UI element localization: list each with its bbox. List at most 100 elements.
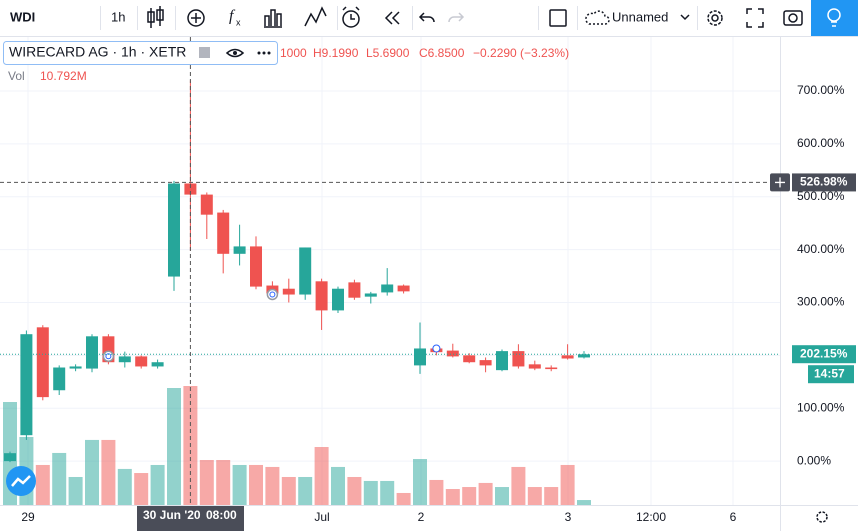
chart-type-icon[interactable] [147,6,164,28]
volume-bar [314,446,329,505]
candle-body [414,348,426,366]
alert-icon[interactable] [342,6,360,28]
candle-body [528,364,541,369]
fullscreen-icon[interactable] [746,8,764,28]
interval[interactable]: 1h [111,9,125,24]
volume-bar [52,452,67,505]
svg-text:x: x [236,17,241,27]
replay-icon[interactable] [384,11,400,25]
event-marker-dot [269,291,276,298]
templates-icon[interactable] [264,9,282,28]
legend-open: 1000 [280,46,307,60]
candle-body [545,367,558,370]
eye-icon[interactable] [225,48,245,58]
crosshair-time-label: 08:00 [206,508,237,522]
price-axis-bg [780,37,858,505]
toolbar-bg [0,0,858,36]
symbol[interactable]: WDI [10,9,35,24]
legend-title: WIRECARD AG · 1h · XETR [9,44,186,60]
volume-bar [101,439,116,505]
crosshair-date-label: 30 Jun '20 [143,508,201,522]
volume-bar [35,464,50,505]
compare-icon[interactable] [187,9,205,27]
volume-bar [331,466,345,505]
cloud-icon[interactable] [585,10,610,25]
candle-body [151,362,164,367]
y-tick-label: 600.00% [797,136,845,150]
legend-close: C6.8500 [419,46,465,60]
candle-body [315,281,328,311]
strategy-icon[interactable] [304,6,327,27]
legend-low: L5.6900 [366,46,410,60]
volume-bar [511,466,526,505]
layout-name[interactable]: Unnamed [612,9,668,24]
volume-bar [544,487,559,505]
lightbulb-icon [827,8,841,27]
candle-body [561,355,574,359]
plot-area: 0.00%100.00%200.00%300.00%400.00%500.00%… [0,37,858,531]
x-tick-label: 29 [21,510,35,524]
y-tick-label: 700.00% [797,83,845,97]
redo-icon[interactable] [448,12,465,23]
volume-bar [380,480,395,505]
volume-bar [429,479,444,505]
volume-bar [134,473,149,505]
layout-caret[interactable] [680,14,690,21]
x-tick-label: 3 [565,510,572,524]
ideas-button[interactable] [811,0,858,36]
candle-body [332,288,344,311]
y-tick-label: 500.00% [797,189,845,203]
volume-bar [495,487,509,505]
candle-body [233,246,246,254]
candle-body [348,282,361,298]
volume-value: 10.792M [40,69,87,83]
volume-bar [117,468,132,505]
event-marker [432,344,441,353]
crosshair-price-badge [792,173,856,192]
last-price-badge [792,345,856,364]
settings-icon[interactable] [707,10,723,26]
axis-settings-icon [816,511,828,523]
snapshot-icon[interactable] [783,10,803,26]
x-tick-label: 2 [418,510,425,524]
volume-label: Vol [8,69,25,83]
candle-body [217,212,230,254]
legend-change: −0.2290 (−3.23%) [473,46,569,60]
candle-body [397,285,410,292]
volume-bar [265,466,280,505]
volume-bar [478,482,493,505]
y-tick-label: 100.00% [797,400,845,414]
x-tick-label: Jul [314,510,329,524]
volume-bar [560,464,575,505]
layout-icon[interactable] [549,9,567,27]
flag-icon[interactable] [199,47,210,58]
volume-bar [527,487,542,505]
volume-bar [167,388,181,505]
undo-icon[interactable] [418,12,435,23]
last-price-label: 202.15% [800,346,848,360]
candle-body [36,327,49,398]
volume-bar [281,476,296,505]
y-tick-label: 400.00% [797,242,845,256]
y-tick-label: 0.00% [797,453,831,467]
volume-bar [150,464,165,505]
more-icon[interactable] [257,51,271,55]
candle-body [364,293,377,297]
candle-body [118,356,131,363]
volume-bar [298,476,313,505]
candle-body [299,247,312,295]
candle-body [86,336,98,369]
candle-body [463,355,476,363]
x-tick-label: 6 [730,510,737,524]
legend-high: H9.1990 [313,46,359,60]
volume-bar [413,459,427,505]
candle-body [446,350,459,357]
volume-bar [249,464,263,505]
volume-bar [462,487,477,505]
volume-bar [232,464,247,505]
candle-body [168,183,180,277]
volume-bar [85,439,99,505]
